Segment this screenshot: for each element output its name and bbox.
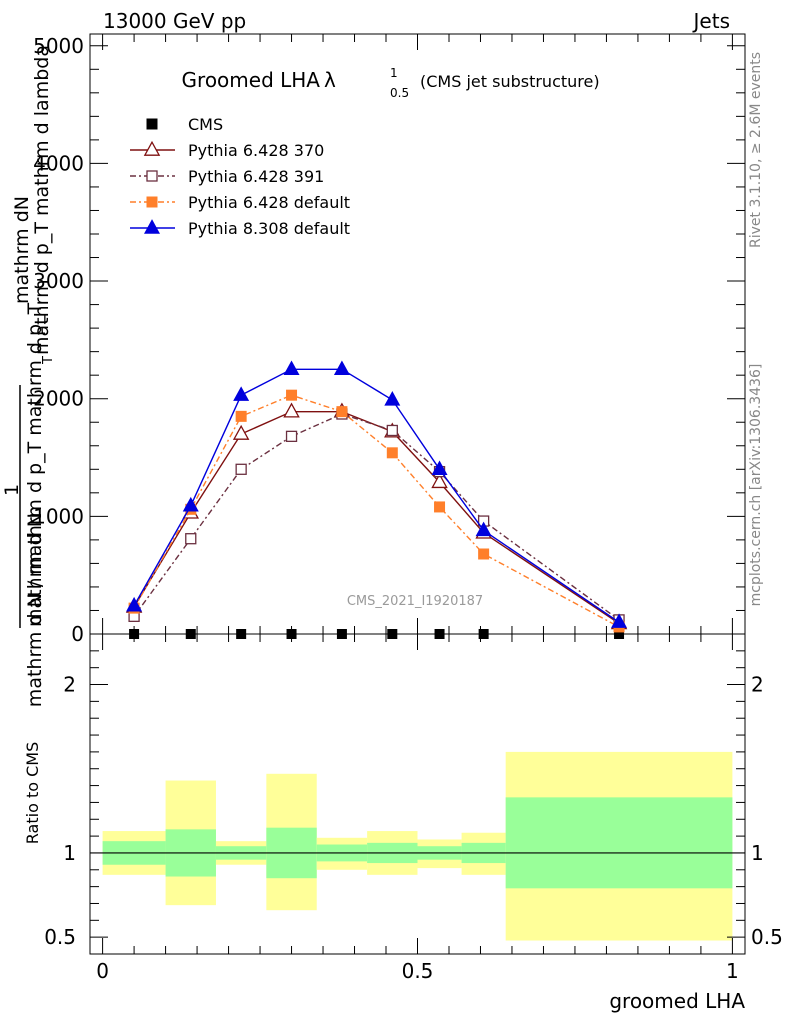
series-4 — [126, 360, 628, 628]
data-point — [386, 447, 398, 459]
legend-label: CMS — [188, 115, 223, 134]
ratio-ytick-label: 1 — [63, 841, 76, 865]
data-point — [336, 406, 348, 418]
ratio-ytick-label-right: 1 — [751, 841, 764, 865]
data-point — [286, 389, 298, 401]
legend-label: Pythia 6.428 default — [188, 193, 350, 212]
main-axis-ticks: 0 1000 2000 3000 4000 5000 — [33, 34, 745, 646]
series-line — [133, 394, 620, 628]
chart-title-sub: 0.5 — [390, 86, 409, 100]
legend-label: Pythia 6.428 370 — [188, 141, 324, 160]
legend-marker — [146, 118, 158, 130]
data-point — [235, 410, 247, 422]
ylabel-side-suffix: T — [41, 356, 56, 365]
chart-title: Groomed LHA — [182, 68, 321, 92]
main-ytick-label: 5000 — [33, 34, 84, 58]
ylabel-denominator: mathrm d p_T mathrm d lambda — [31, 45, 53, 355]
legend-entry: CMS — [146, 115, 223, 134]
ratio-band-inner — [505, 797, 733, 889]
main-ytick-label: 0 — [71, 622, 84, 646]
ratio-panel: 0.5 0.5 1 1 2 2 0 0.5 1 Ratio to CMS groomed LHA — [23, 633, 783, 1013]
ratio-ylabel: Ratio to CMS — [23, 742, 42, 844]
data-point — [126, 596, 143, 612]
legend-label: Pythia 8.308 default — [188, 219, 350, 238]
data-point — [475, 521, 492, 537]
data-point — [283, 402, 300, 418]
ratio-ytick-label: 0.5 — [44, 925, 76, 949]
legend-entry: Pythia 6.428 391 — [130, 167, 324, 186]
header-left: 13000 GeV pp — [103, 9, 246, 33]
ratio-xtick-label: 0 — [96, 959, 109, 983]
series-line — [133, 413, 620, 621]
data-point — [235, 463, 247, 475]
chart-title-symbol: λ — [324, 68, 336, 92]
main-panel: 0 1000 2000 3000 4000 5000 Groomed LHA λ 1 0.… — [33, 33, 746, 646]
legend-marker — [146, 196, 158, 208]
legend-entry: Pythia 6.428 370 — [130, 140, 324, 160]
legend-marker — [143, 140, 161, 156]
series-2 — [128, 408, 625, 626]
legend-entry: Pythia 8.308 default — [130, 219, 350, 238]
ratio-ytick-label-right: 0.5 — [751, 925, 783, 949]
chart-title-sup: 1 — [390, 66, 398, 80]
data-point — [434, 501, 446, 513]
data-point — [431, 460, 448, 475]
legend-marker — [144, 219, 160, 234]
rivet-label: Rivet 3.1.10, ≥ 2.6M events — [748, 52, 764, 248]
data-point — [611, 613, 628, 628]
ratio-xtick-label: 1 — [726, 959, 739, 983]
legend: CMS Pythia 6.428 370 Pythia 6.428 391 Pythi… — [130, 115, 350, 238]
legend-label: Pythia 6.428 391 — [188, 167, 324, 186]
mcplots-label: mcplots.cern.ch [arXiv:1306.3436] — [748, 364, 764, 607]
main-ytick-label: 2000 — [33, 387, 84, 411]
data-point — [233, 386, 250, 401]
legend-marker — [146, 170, 158, 182]
main-series-group — [125, 360, 628, 639]
ylabel-one: 1 — [1, 484, 23, 496]
data-point — [232, 424, 250, 440]
main-ytick-label: 4000 — [33, 151, 84, 175]
data-point — [384, 391, 401, 406]
ylabel-side: mathrm d N / mathrm d p_T mathrm d p_T — [24, 302, 46, 707]
ylabel-denominator-left: mathrm d N — [24, 513, 46, 627]
analysis-watermark: CMS_2021_I1920187 — [347, 594, 483, 609]
ratio-axis-ticks: 0.5 0.5 1 1 2 2 0 0.5 1 — [44, 634, 783, 983]
ratio-ytick-label: 2 — [63, 673, 76, 697]
data-point — [333, 360, 350, 375]
data-point — [386, 424, 398, 437]
data-point — [283, 360, 300, 375]
ratio-bands — [90, 751, 745, 941]
data-point — [431, 473, 448, 489]
header-right: Jets — [692, 9, 730, 33]
ratio-xtick-label: 0.5 — [402, 959, 434, 983]
data-point — [478, 548, 490, 560]
ratio-ytick-label-right: 2 — [751, 673, 764, 697]
ratio-xlabel: groomed LHA — [609, 989, 745, 1013]
main-ytick-label: 1000 — [33, 504, 84, 528]
series-line — [133, 368, 620, 623]
main-ytick-label: 3000 — [33, 269, 84, 293]
legend-entry: Pythia 6.428 default — [130, 193, 350, 212]
main-ylabel: mathrm dN mathrm d p_T mathrm d lambda 1… — [1, 45, 56, 707]
chart-title-paren: (CMS jet substructure) — [420, 72, 600, 91]
data-point — [182, 496, 199, 512]
data-point — [285, 430, 298, 443]
data-point — [185, 533, 197, 545]
ylabel-numerator: mathrm dN — [11, 196, 33, 304]
